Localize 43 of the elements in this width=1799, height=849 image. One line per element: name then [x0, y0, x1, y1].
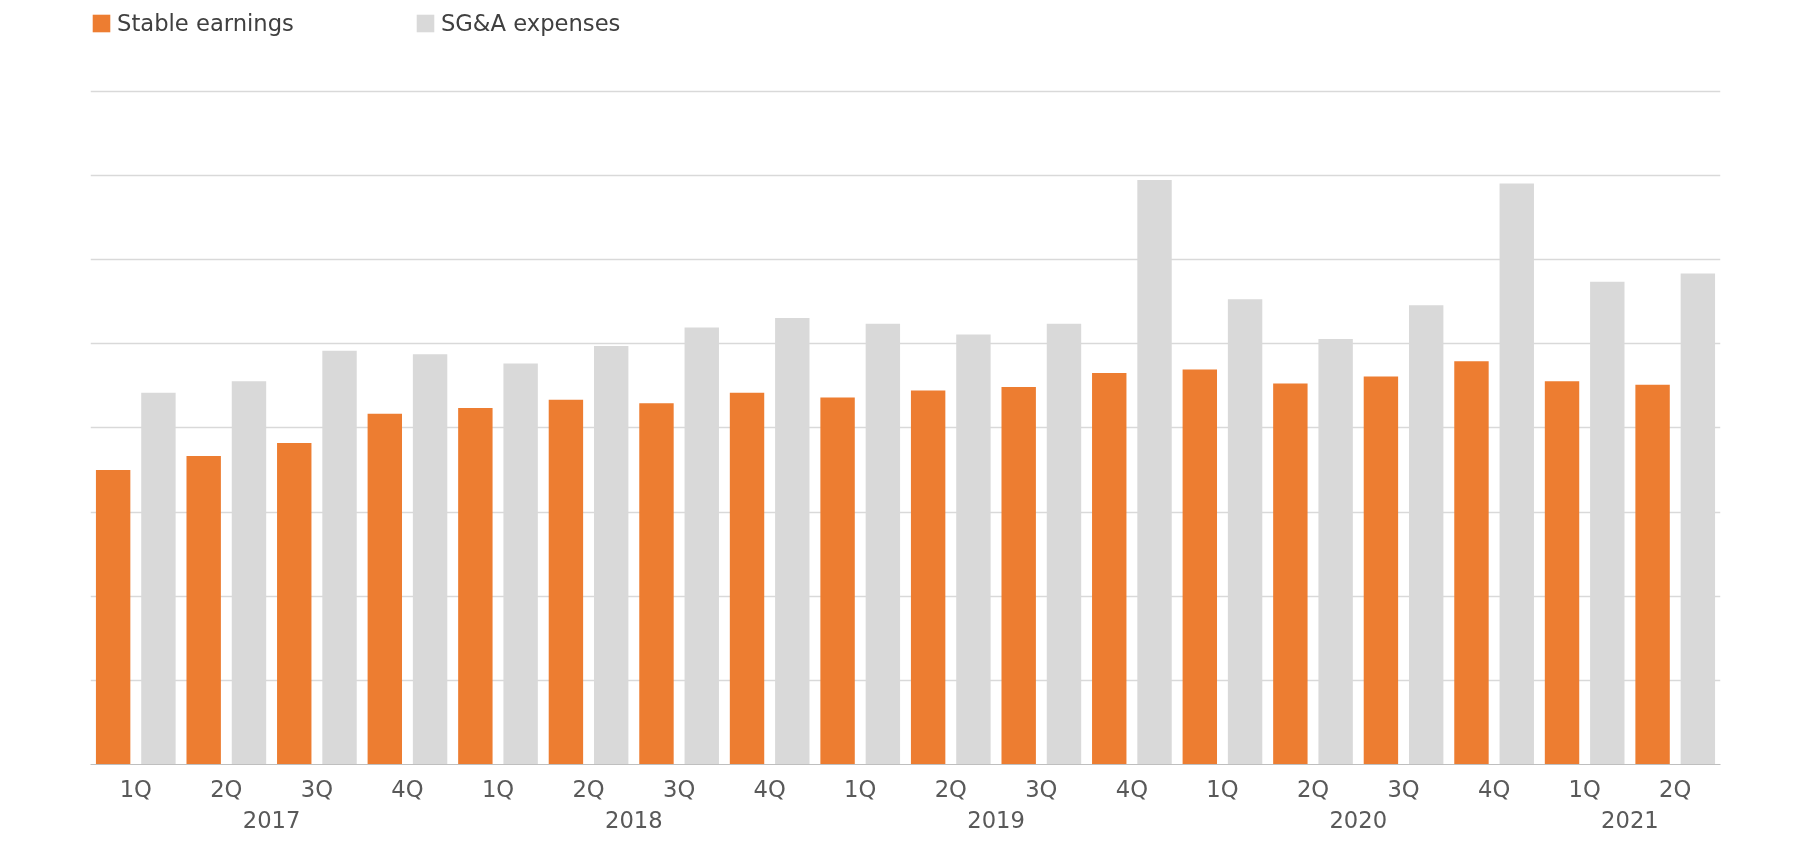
bar — [1001, 386, 1036, 765]
bar — [1635, 384, 1670, 765]
bar — [820, 397, 855, 765]
x-tick-label: 4Q — [1115, 775, 1149, 802]
x-tick-label: 3Q — [662, 775, 696, 802]
bar — [277, 443, 312, 765]
bar — [1273, 383, 1308, 765]
x-tick-label: 1Q — [844, 775, 877, 802]
x-tick-label: 2Q — [934, 775, 967, 802]
bar — [729, 392, 765, 765]
text: 2021 — [1601, 806, 1659, 833]
x-tick-label: 2Q — [1296, 775, 1330, 802]
legend-label: Stable earnings — [117, 10, 294, 36]
x-tick-label: 1Q — [119, 775, 152, 802]
x-tick-label: 1Q — [1206, 775, 1239, 802]
legend-label: SG&A expenses — [440, 10, 621, 36]
x-tick-label: 1Q — [1568, 775, 1601, 802]
text: 2017 — [242, 806, 301, 833]
x-tick-label: 2Q — [1659, 775, 1692, 802]
bar — [1363, 376, 1399, 765]
x-tick-label: 4Q — [1477, 775, 1511, 802]
x-tick-label: 4Q — [391, 775, 424, 802]
x-tick-label: 2Q — [210, 775, 243, 802]
bar — [1092, 372, 1127, 765]
text: 2018 — [605, 806, 663, 833]
x-tick-label: 2Q — [572, 775, 605, 802]
bar — [186, 455, 221, 765]
bar — [458, 408, 493, 765]
x-tick-label: 3Q — [1025, 775, 1058, 802]
text: 2019 — [967, 806, 1025, 833]
x-tick-label: 3Q — [300, 775, 334, 802]
bar — [548, 399, 584, 765]
bar — [639, 403, 674, 765]
x-tick-label: 1Q — [481, 775, 515, 802]
bar — [367, 413, 403, 765]
bar — [1182, 369, 1218, 765]
text: 2020 — [1329, 806, 1388, 833]
bar — [1454, 361, 1489, 765]
bar — [1544, 381, 1580, 765]
bar — [95, 469, 131, 765]
x-tick-label: 3Q — [1387, 775, 1420, 802]
bar — [910, 390, 946, 765]
x-tick-label: 4Q — [753, 775, 786, 802]
